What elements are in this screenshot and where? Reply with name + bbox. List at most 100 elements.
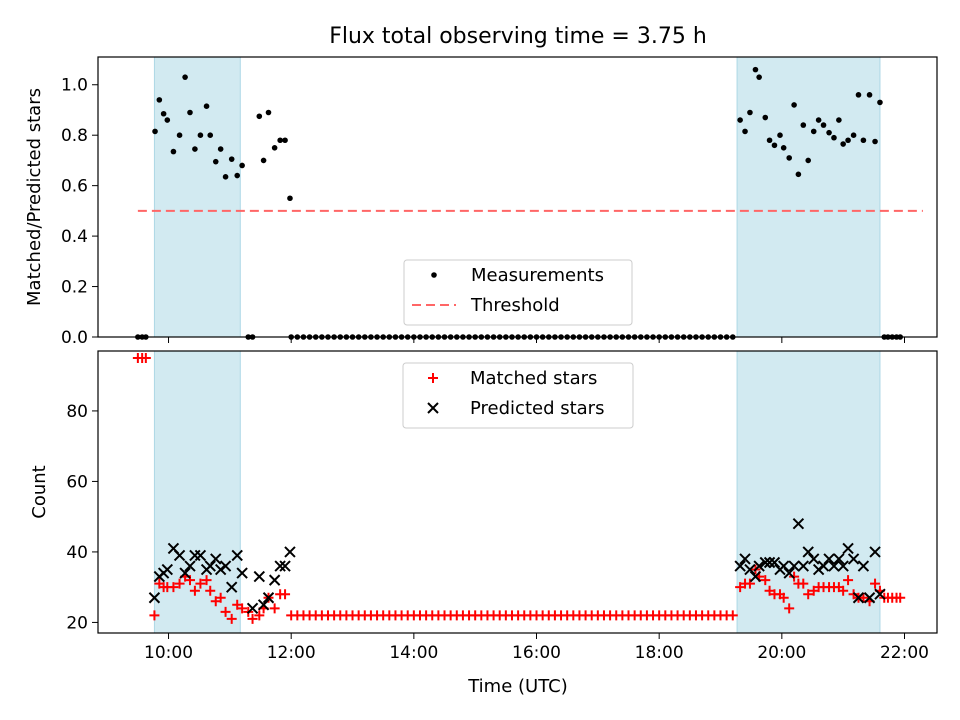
measurement-point [831, 134, 837, 141]
x-tick-label: 10:00 [144, 643, 193, 663]
measurement-point [780, 145, 787, 151]
matched-point [205, 585, 216, 596]
matched-point [140, 353, 151, 364]
matched-point [247, 613, 258, 624]
measurement-point [786, 155, 792, 161]
measurement-point [737, 117, 743, 123]
predicted-point [833, 553, 845, 565]
matched-point [858, 592, 869, 603]
predicted-point [857, 560, 870, 572]
matched-point [215, 592, 226, 603]
x-tick-label: 12:00 [267, 643, 316, 663]
measurement-point [287, 195, 293, 202]
predicted-point [759, 556, 771, 569]
matched-point [760, 575, 771, 586]
predicted-point [837, 560, 849, 572]
predicted-point [753, 560, 765, 572]
measurement-point [187, 109, 193, 116]
y-tick-label: 1.0 [61, 76, 88, 96]
predicted-point [797, 560, 810, 572]
measurement-point [156, 97, 163, 103]
predicted-point [279, 560, 291, 572]
matched-point [174, 578, 185, 589]
predicted-point [802, 546, 814, 558]
y-tick-label: 60 [66, 472, 88, 492]
predicted-point [847, 553, 860, 565]
measurement-point [234, 172, 241, 179]
predicted-point [763, 556, 776, 569]
measurement-point [207, 132, 214, 138]
predicted-point [236, 567, 248, 579]
measurement-point [203, 103, 210, 109]
predicted-point [863, 592, 876, 604]
legend-marker [428, 373, 438, 383]
x-tick-label: 14:00 [389, 643, 438, 663]
measurement-point [742, 128, 748, 135]
measurement-point [850, 132, 857, 138]
measurement-point [182, 74, 188, 80]
predicted-point [783, 567, 795, 579]
measurement-point [170, 148, 177, 155]
measurement-point [766, 137, 773, 144]
matched-point [838, 585, 849, 596]
matched-point [803, 589, 814, 600]
y-tick-label: 0.6 [61, 177, 88, 197]
predicted-point [231, 549, 243, 562]
legend-marker [427, 402, 439, 414]
predicted-point [179, 567, 191, 579]
measurement-point [271, 145, 278, 151]
measurement-point [265, 109, 272, 116]
predicted-point [210, 553, 222, 565]
matched-point [784, 603, 795, 614]
measurement-point [800, 122, 807, 128]
predicted-point [257, 599, 270, 611]
predicted-point [777, 560, 790, 572]
matched-point [778, 592, 789, 603]
panel-top: 0.0 0.2 0.4 0.6 0.8 1.0 Matched/Predicted star… [24, 56, 938, 348]
x-tick-label: 22:00 [880, 643, 929, 663]
predicted-point [173, 549, 186, 562]
measurement-point [805, 157, 812, 164]
matched-point [226, 613, 237, 624]
measurement-point [872, 138, 878, 145]
predicted-point [274, 560, 286, 572]
predicted-point [253, 570, 266, 583]
matched-point [744, 578, 755, 589]
matched-point [870, 578, 881, 589]
measurement-point [845, 137, 851, 144]
predicted-point [744, 563, 756, 576]
predicted-point [842, 542, 854, 555]
measurement-point [791, 102, 797, 108]
measurement-point [152, 128, 158, 135]
matched-point [254, 610, 265, 621]
y-tick-label: 0.0 [61, 328, 88, 348]
measurement-point [771, 142, 778, 149]
measurement-point [762, 114, 769, 121]
measurement-point [176, 132, 183, 138]
measurement-point [860, 137, 867, 144]
measurement-point [756, 74, 762, 80]
predicted-point [808, 553, 820, 565]
predicted-point [823, 553, 835, 565]
matched-point [201, 575, 212, 586]
measurement-point [877, 99, 883, 106]
predicted-point [262, 592, 275, 604]
measurement-point [826, 129, 832, 136]
shaded-window [736, 350, 881, 634]
predicted-point [817, 560, 830, 572]
predicted-point [184, 560, 196, 572]
y-tick-label: 80 [66, 402, 88, 422]
predicted-point [852, 592, 865, 604]
measurement-point [747, 109, 753, 116]
predicted-point [749, 570, 762, 583]
y-axis-label: Matched/Predicted stars [24, 88, 45, 306]
predicted-point [148, 592, 161, 604]
y-tick-label: 0.8 [61, 126, 88, 146]
matched-point [189, 585, 200, 596]
legend-box [402, 362, 634, 429]
axes-frame [97, 56, 938, 338]
shaded-window [153, 56, 241, 338]
matched-point [220, 606, 231, 617]
measurement-point [777, 132, 783, 138]
